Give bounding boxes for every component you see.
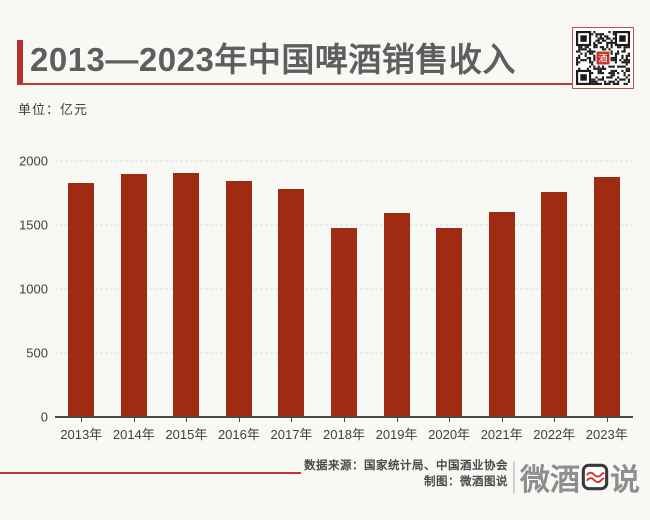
x-tick-mark: [291, 418, 293, 422]
page-title: 2013—2023年中国啤酒销售收入: [30, 41, 516, 78]
bar-column: [580, 161, 633, 417]
bar-2021年: [488, 212, 515, 417]
x-tick-label: 2019年: [375, 427, 418, 442]
logo-wave-box-icon: [581, 463, 609, 491]
bar-column: [370, 161, 423, 417]
x-tick: 2014年: [108, 418, 161, 443]
x-tick-label: 2015年: [165, 427, 208, 442]
x-tick-label: 2017年: [270, 427, 313, 442]
x-tick: 2015年: [160, 418, 213, 443]
bars: [55, 161, 633, 417]
footer-rule: [0, 472, 301, 474]
x-tick-label: 2018年: [323, 427, 365, 442]
bar-chart-plot-area: [55, 160, 633, 418]
bar-column: [318, 161, 371, 417]
bar-2020年: [436, 228, 463, 417]
y-axis-labels: 0 500 1000 1500 2000: [0, 154, 48, 425]
title-accent-bar: [17, 40, 23, 85]
x-tick: 2016年: [213, 418, 266, 443]
x-tick: 2013年: [55, 418, 108, 443]
x-tick-label: 2022年: [533, 427, 576, 442]
brand-logo: 微酒 说: [520, 459, 640, 497]
x-tick-mark: [186, 418, 188, 422]
footer-divider: [513, 461, 515, 493]
x-tick-label: 2014年: [112, 427, 155, 442]
x-tick: 2019年: [370, 418, 423, 443]
x-tick-mark: [344, 418, 345, 422]
y-tick-label-0: 0: [40, 409, 48, 425]
bar-column: [423, 161, 476, 417]
y-tick-label-2000: 2000: [19, 153, 48, 169]
bar-column: [265, 161, 318, 417]
bar-2019年: [383, 213, 410, 417]
x-tick-mark: [238, 418, 240, 422]
bar-column: [213, 161, 266, 417]
x-tick-mark: [501, 418, 503, 422]
unit-label: 单位：亿元: [18, 102, 89, 117]
footer-credits: 数据来源：国家统计局、中国酒业协会 制图：微酒图说: [304, 458, 508, 490]
bar-column: [528, 161, 581, 417]
x-axis-line: [55, 416, 633, 418]
x-tick: 2021年: [475, 418, 528, 443]
x-tick: 2022年: [528, 418, 581, 443]
x-tick: 2020年: [423, 418, 476, 443]
bar-2013年: [68, 183, 95, 417]
logo-text-prefix: 微酒: [520, 464, 580, 497]
x-axis-labels: 2013年 2014年 2015年 2016年 2017年 2018年 2019年 2020年…: [55, 418, 633, 443]
data-source-label: 数据来源：国家统计局、中国酒业协会: [304, 460, 508, 472]
x-tick-label: 2021年: [480, 427, 523, 442]
bar-column: [160, 161, 213, 417]
x-tick-mark: [133, 418, 135, 422]
bar-2016年: [225, 180, 252, 417]
bar-2023年: [593, 177, 620, 417]
y-tick-label-1500: 1500: [19, 217, 48, 233]
x-tick-label: 2016年: [217, 427, 260, 442]
bar-2022年: [541, 191, 568, 417]
x-tick: 2023年: [580, 418, 633, 443]
chart-credit-label: 制图：微酒图说: [424, 476, 508, 488]
bar-2015年: [173, 172, 200, 417]
gridline-1500: [55, 224, 633, 226]
bar-column: [55, 161, 108, 417]
y-tick-label-500: 500: [26, 345, 48, 361]
bar-2018年: [331, 227, 357, 417]
x-tick-mark: [396, 418, 398, 422]
x-tick-mark: [554, 418, 556, 422]
title-underline: [17, 83, 633, 85]
x-tick-mark: [449, 418, 451, 422]
bar-column: [475, 161, 528, 417]
bar-2017年: [278, 189, 305, 417]
qr-code: 酒: [572, 27, 634, 89]
qr-code-icon: 酒: [576, 31, 630, 85]
x-tick: 2017年: [265, 418, 318, 443]
bar-column: [108, 161, 161, 417]
x-tick-mark: [606, 418, 608, 422]
y-tick-label-1000: 1000: [19, 281, 48, 297]
gridline-2000: [55, 160, 633, 162]
svg-text:酒: 酒: [598, 54, 607, 64]
x-tick-label: 2013年: [60, 427, 103, 442]
x-tick-label: 2020年: [428, 427, 471, 442]
x-tick: 2018年: [318, 418, 371, 443]
x-tick-label: 2023年: [585, 427, 628, 442]
bar-2014年: [120, 173, 147, 417]
logo-text-suffix: 说: [610, 464, 640, 497]
x-tick-mark: [81, 418, 83, 422]
